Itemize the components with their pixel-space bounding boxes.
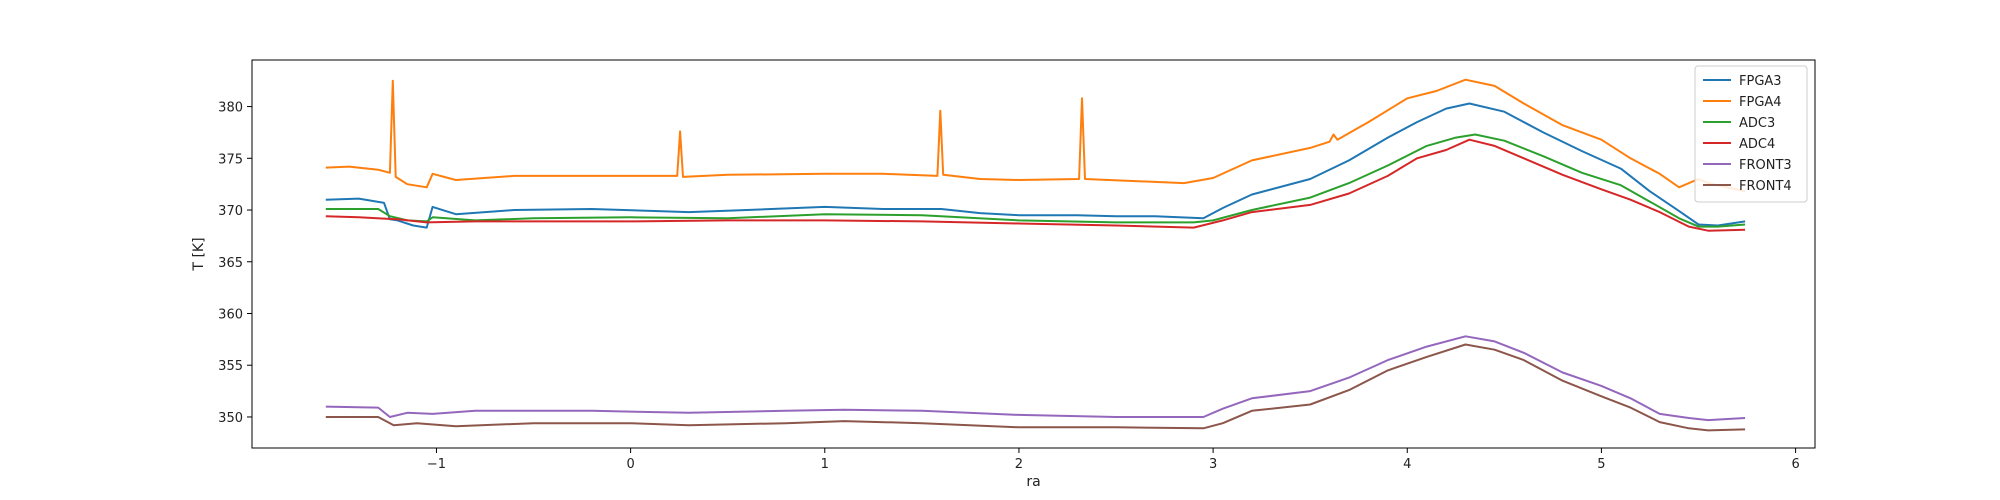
y-tick-label: 380 [218,101,243,116]
x-tick-label: 0 [626,457,634,472]
x-tick-label: 3 [1209,457,1217,472]
series-line-front3 [325,335,1746,422]
plot-frame [251,59,1816,449]
series-line-fpga4 [325,78,1746,193]
series-line-adc3 [325,133,1746,228]
legend: FPGA3 FPGA4 ADC3 ADC4 FRONT3 FRONT4 [1694,65,1808,203]
legend-label-front4: FRONT4 [1739,179,1792,194]
series-line-front4 [325,343,1746,432]
y-tick-label: 365 [218,256,243,271]
x-tick-label: 1 [821,457,829,472]
y-tick-label: 370 [218,204,243,219]
legend-label-fpga4: FPGA4 [1739,95,1782,110]
series-layer [325,78,1746,432]
x-tick-label: 4 [1403,457,1411,472]
y-tick-label: 375 [218,152,243,167]
x-axis-ticks: −1 0 1 2 3 4 5 6 [427,448,1800,472]
y-axis-label: T [K] [191,237,207,271]
y-tick-label: 350 [218,411,243,426]
x-tick-label: −1 [427,457,446,472]
series-line-adc4 [325,138,1746,232]
legend-label-adc4: ADC4 [1739,137,1775,152]
x-tick-label: 2 [1015,457,1023,472]
legend-label-fpga3: FPGA3 [1739,74,1782,89]
series-line-fpga3 [325,102,1746,229]
x-tick-label: 6 [1791,457,1799,472]
y-axis-ticks: 350 355 360 365 370 375 380 [218,101,252,426]
x-axis-label: ra [1026,474,1040,490]
y-tick-label: 355 [218,359,243,374]
legend-label-front3: FRONT3 [1739,158,1792,173]
x-tick-label: 5 [1597,457,1605,472]
legend-label-adc3: ADC3 [1739,116,1775,131]
y-tick-label: 360 [218,307,243,322]
